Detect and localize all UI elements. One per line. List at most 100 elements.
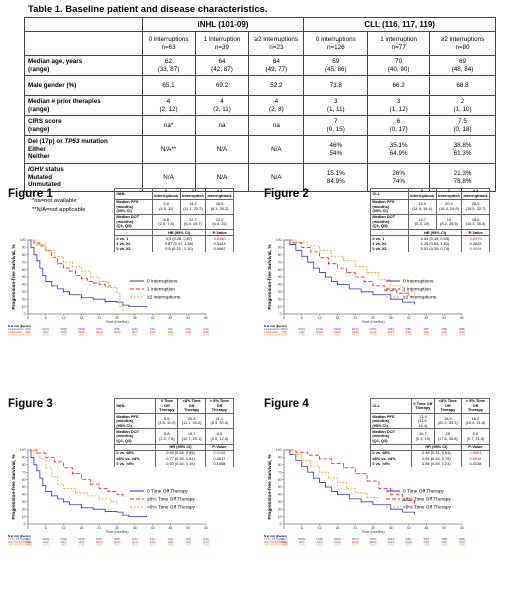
comparison-label: 0 vs. ≤8% [370,450,412,457]
risk-count: 49(62) [334,538,341,541]
cell-value: N/A [163,173,174,181]
x-axis-label: Time (months) [361,320,384,324]
risk-count: 19(13) [96,331,103,334]
p-value: <.0001 [460,450,491,457]
cell-value: 64 [218,58,226,66]
summary-cell: 9.0 (5.7, 21.8) [460,428,491,445]
comparison-label: 0 vs. ≤8% [113,450,157,457]
summary-header-row: CLL 0 Time Off Therapy <8% Time Off Therapy >… [370,397,491,415]
summary-column-header-text: <8% Time Off [182,398,201,408]
y-tick-label: 40 [278,283,282,287]
y-tick-label: 50 [278,485,282,489]
km-series-line [28,239,147,307]
figure-2: Figure 2 CLL 0 Interruptions 1 Interruption ≥ … [262,188,492,336]
row-label-text: (range) [28,125,50,133]
y-tick-label: 100 [20,238,26,242]
risk-count: 46(28) [370,541,377,544]
risk-count: 26(31) [387,334,394,336]
column-header-text: n=77 [391,43,406,51]
row-label: Del (17p) or TP53 mutation Either Neithe… [24,135,143,164]
risk-count: 8(43) [424,541,430,544]
row-label-text: Neither [28,153,50,161]
x-tick-label: 48 [425,526,429,530]
summary-cell: 5.8 (2.0, 7.8) [151,213,181,231]
summary-cell-value: 20.3 [187,415,196,421]
risk-count: 1(88) [441,538,447,541]
summary-cell-value: (5.3, 19) [415,435,431,441]
cell-value: (45, 86) [324,65,347,73]
x-tick-label: 0 [283,526,285,530]
summary-cell-value: (6.4, 31) [212,221,227,227]
summary-row-label-text: (95% CI) [116,422,132,428]
x-tick-label: 36 [389,316,393,320]
cell-value: 3 [396,98,401,106]
summary-column-header-text: 0 Time Off [413,400,433,406]
figure-title: Figure 3 [8,398,53,410]
table-cell: 64 (42, 87) [194,55,250,76]
cell-value: (0, 18) [453,125,472,133]
risk-count: 0(17) [203,541,209,544]
summary-cell-value: (22.2, 33.1) [437,420,458,426]
risk-count: 1(41) [203,328,209,331]
hazard-ratio: 0.51 (0.35, 0.74) [407,247,463,253]
p-value: 0.0018 [460,456,491,462]
cell-value: 61.3% [453,149,472,157]
cell-value: 2 [460,98,465,106]
y-tick-label: 0 [280,312,282,316]
row-label-text: status [43,166,64,174]
y-tick-label: 10 [278,305,282,309]
baseline-characteristics-table: Table 1. Baseline patient and disease ch… [24,4,496,214]
risk-row-label: 1 interruption [8,331,23,334]
risk-row-label: 0 Time Off Therapy [8,538,29,541]
risk-count: 1(41) [185,328,191,331]
risk-count: 0(38) [424,544,430,546]
risk-count: 1(41) [185,538,191,541]
risk-count: 1(44) [441,541,447,544]
risk-count: 16(4) [79,334,85,336]
risk-count: 34(28) [352,331,359,334]
table-cell: 69 (48, 84) [429,55,496,76]
risk-count: 0(43) [459,334,465,336]
summary-row-label-text: Median DOT (months) [372,214,396,224]
cell-value: N/A** [160,145,177,153]
risk-count: 21(80) [370,538,377,541]
summary-row-label: Median PFS (months) (95% CI) [370,413,412,430]
risk-row-label: 0 interruptions [8,328,24,331]
summary-cell-value: (12.7, 29.1) [181,435,202,441]
y-tick-label: 100 [276,448,282,452]
risk-row-label: ≤8% Time Off Therapy [264,541,289,544]
column-header-text: n=63 [161,43,176,51]
x-tick-label: 18 [336,316,340,320]
row-label: IGHV status Mutated Unmutated [24,163,143,192]
summary-column-header-text: Therapy [467,407,483,413]
risk-count: 0(13) [203,334,209,336]
cell-value: 78.8% [453,177,472,185]
summary-cell-value: (8.3, 30.3) [210,420,229,426]
x-tick-label: 60 [460,526,464,530]
table-cell: 65.1 [141,75,196,96]
risk-count: 2(41) [150,538,156,541]
y-tick-label: 50 [278,275,282,279]
cell-value: (33, 87) [157,65,180,73]
km-series-line [284,239,409,295]
x-tick-label: 6 [301,316,303,320]
y-tick-label: 90 [278,456,282,460]
table-cell: na [194,115,250,136]
summary-column-header-text: 0 [421,188,424,194]
table-cell: N/A [248,163,305,192]
risk-row-label: ≤8% Time Off Therapy [8,541,33,544]
summary-row-label-text: (95% CI) [372,422,388,428]
summary-cell-value: 19 [446,216,452,222]
risk-count: 8(37) [96,328,102,331]
risk-count: 9(86) [406,538,412,541]
cell-value: 6 [396,118,401,126]
risk-count: 5(12) [150,544,156,546]
risk-count: 9(86) [406,328,412,331]
risk-count: 22(34) [370,331,377,334]
x-tick-label: 36 [389,526,393,530]
cell-value: 73.8 [329,81,342,89]
risk-count: 84(6) [317,541,323,544]
y-tick-label: 30 [278,500,282,504]
table-row: CIRS score (range) na* na na 7 (0, 15) 6 (0, 17)… [24,115,496,136]
comparison-row: 1 vs. ≥2 1.26 (0.83, 1.91) 0.2825 [370,241,490,248]
